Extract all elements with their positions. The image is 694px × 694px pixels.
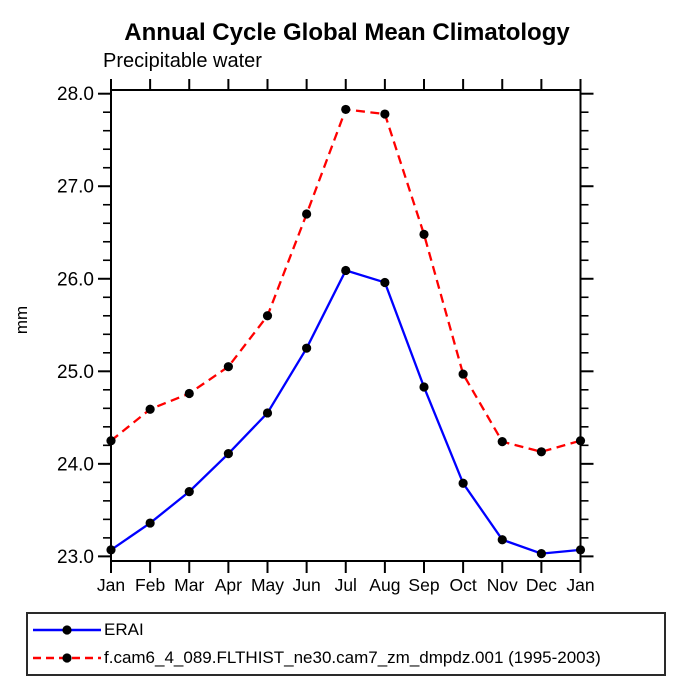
y-tick-label: 25.0 [57, 362, 94, 383]
data-point-marker [458, 478, 468, 488]
data-point-marker [575, 436, 586, 446]
x-tick-label: Mar [174, 575, 204, 595]
legend-item-model: f.cam6_4_089.FLTHIST_ne30.cam7_zm_dmpdz.… [31, 644, 664, 672]
x-tick-label: Nov [487, 575, 518, 595]
legend-box: ERAI f.cam6_4_089.FLTHIST_ne30.cam7_zm_d… [26, 612, 666, 676]
x-tick-label: Aug [369, 575, 400, 595]
y-tick-label: 28.0 [57, 84, 94, 105]
legend-label-model: f.cam6_4_089.FLTHIST_ne30.cam7_zm_dmpdz.… [104, 648, 601, 667]
data-point-marker [341, 265, 351, 276]
data-point-marker [497, 437, 507, 447]
data-point-marker [497, 535, 507, 545]
series-line [110, 108, 581, 454]
x-axis-ticks [110, 79, 582, 573]
legend-sample-marker [62, 625, 72, 635]
legend-item-erai: ERAI [31, 616, 664, 644]
x-tick-labels: Jan Feb Mar Apr May Jun Jul Aug Sep Oct Nov Dec Jan [97, 575, 595, 595]
series-line [110, 269, 581, 555]
legend-label-erai: ERAI [104, 620, 144, 639]
series-erai [106, 265, 586, 559]
plot-frame [110, 89, 582, 562]
x-tick-label: Jan [97, 575, 125, 595]
data-point-marker [106, 436, 116, 446]
x-tick-label: Jun [293, 575, 321, 595]
chart-title: Annual Cycle Global Mean Climatology [124, 19, 570, 46]
x-tick-label: Oct [450, 575, 477, 595]
y-tick-label: 26.0 [57, 269, 94, 290]
data-point-marker [380, 277, 390, 288]
data-point-marker [419, 229, 429, 239]
data-point-marker [419, 382, 429, 392]
legend-sample-marker [62, 653, 72, 663]
legend-line-sample-model [33, 653, 101, 663]
data-point-marker [575, 545, 586, 555]
legend-line-sample-erai [33, 625, 101, 635]
data-point-marker [380, 109, 390, 119]
x-tick-label: Apr [215, 575, 242, 595]
data-point-marker [302, 209, 312, 219]
data-point-marker [302, 343, 312, 353]
y-tick-label: 23.0 [57, 547, 94, 568]
data-point-marker [341, 104, 351, 115]
data-point-marker [262, 311, 273, 321]
y-axis-minor-ticks [103, 111, 589, 539]
data-point-marker [262, 408, 273, 418]
x-tick-label: Jan [566, 575, 594, 595]
plot-area: Jan Feb Mar Apr May Jun Jul Aug Sep Oct Nov Dec Jan2… [57, 79, 595, 595]
y-tick-label: 24.0 [57, 454, 94, 475]
data-point-marker [536, 548, 546, 559]
x-tick-label: May [251, 575, 284, 595]
data-point-marker [184, 388, 194, 399]
data-point-marker [184, 486, 194, 497]
data-point-marker [458, 369, 468, 379]
data-point-marker [223, 362, 233, 372]
data-point-marker [145, 518, 155, 528]
x-tick-label: Jul [335, 575, 357, 595]
x-tick-label: Feb [135, 575, 165, 595]
y-axis-major-ticks [98, 92, 594, 558]
y-tick-labels: 23.0 24.0 25.0 26.0 27.0 28.0 [57, 84, 94, 568]
data-point-marker [536, 447, 546, 457]
data-point-marker [106, 545, 116, 555]
x-tick-label: Sep [408, 575, 439, 595]
chart-subtitle: Precipitable water [103, 50, 262, 72]
y-tick-label: 27.0 [57, 177, 94, 198]
x-tick-label: Dec [526, 575, 557, 595]
series-model [106, 104, 586, 457]
data-point-marker [223, 449, 233, 459]
data-point-marker [145, 404, 155, 414]
